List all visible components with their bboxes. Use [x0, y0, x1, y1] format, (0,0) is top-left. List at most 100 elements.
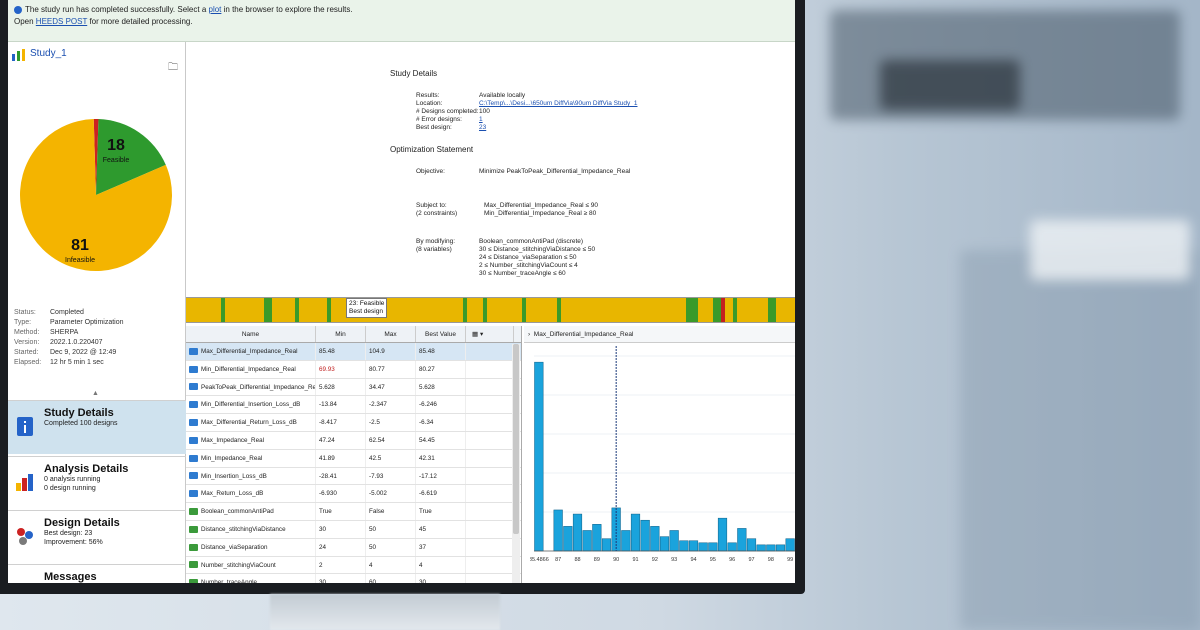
design-cell[interactable]	[240, 298, 245, 322]
design-cell[interactable]	[228, 298, 233, 322]
design-cell[interactable]	[443, 298, 448, 322]
design-cell[interactable]	[564, 298, 569, 322]
design-cell[interactable]	[275, 298, 280, 322]
table-row[interactable]: Boolean_commonAntiPad True False True	[186, 503, 521, 521]
histogram-bar[interactable]	[669, 530, 679, 552]
design-cell[interactable]	[490, 298, 495, 322]
design-cell[interactable]	[455, 298, 460, 322]
design-cell[interactable]	[717, 298, 722, 322]
design-cell[interactable]	[541, 298, 546, 322]
histogram-bar[interactable]	[553, 509, 563, 552]
table-scrollbar[interactable]	[512, 344, 520, 583]
folder-icon[interactable]: 🗀	[168, 62, 178, 73]
design-cell[interactable]	[600, 298, 604, 322]
design-cell[interactable]	[686, 298, 690, 322]
histogram-bar[interactable]	[737, 528, 747, 552]
design-cell[interactable]	[732, 298, 737, 322]
design-cell[interactable]	[705, 298, 710, 322]
histogram-bar[interactable]	[582, 530, 592, 552]
design-cell[interactable]	[654, 298, 659, 322]
design-cell[interactable]	[447, 298, 452, 322]
table-row[interactable]: Min_Differential_Insertion_Loss_dB -13.84…	[186, 396, 521, 415]
design-cell[interactable]	[494, 298, 499, 322]
table-row[interactable]: Number_traceAngle 30 60 30	[186, 574, 521, 583]
histogram-bar[interactable]	[727, 542, 737, 552]
nav-messages[interactable]: Messages	[8, 564, 186, 583]
design-cell[interactable]	[439, 298, 444, 322]
histogram-bar[interactable]	[688, 540, 699, 552]
design-cell[interactable]	[482, 298, 487, 322]
histogram-bar[interactable]	[572, 513, 583, 552]
nav-design-details[interactable]: Design Details Best design: 23 Improveme…	[8, 510, 186, 564]
design-cell[interactable]	[728, 298, 733, 322]
histogram-bar[interactable]	[621, 530, 631, 552]
design-cell[interactable]	[588, 298, 593, 322]
design-cell[interactable]	[764, 298, 769, 322]
design-cell[interactable]	[197, 298, 202, 322]
design-cell[interactable]	[627, 298, 632, 322]
design-cell[interactable]	[510, 298, 515, 322]
design-cell[interactable]	[646, 298, 651, 322]
nav-study-details[interactable]: Study Details Completed 100 designs	[8, 400, 186, 454]
design-cell[interactable]	[791, 298, 795, 322]
design-cell[interactable]	[771, 298, 776, 322]
col-header-name[interactable]: Name	[186, 326, 316, 342]
design-cell[interactable]	[643, 298, 647, 322]
feasible-slice[interactable]	[96, 119, 166, 195]
location-link[interactable]: C:\Temp\...\Desi...\650um DiffVia\90um D…	[479, 100, 638, 107]
table-row[interactable]: PeakToPeak_Differential_Impedance_Real 5.…	[186, 378, 521, 397]
design-cell[interactable]	[424, 298, 429, 322]
design-cell[interactable]	[244, 298, 249, 322]
design-cell[interactable]	[529, 298, 534, 322]
design-cell[interactable]	[619, 298, 624, 322]
design-cell[interactable]	[662, 298, 667, 322]
design-cell[interactable]	[314, 298, 319, 322]
design-cell[interactable]	[611, 298, 616, 322]
design-cell[interactable]	[396, 298, 401, 322]
histogram-bar[interactable]	[766, 544, 776, 552]
design-cell[interactable]	[436, 298, 440, 322]
design-cell[interactable]	[736, 298, 741, 322]
design-cell[interactable]	[334, 298, 339, 322]
design-cell[interactable]	[248, 298, 253, 322]
design-cell[interactable]	[533, 298, 538, 322]
design-cell[interactable]	[264, 298, 269, 322]
design-cell[interactable]	[283, 298, 288, 322]
histogram-bar[interactable]	[659, 536, 670, 552]
histogram-bar[interactable]	[679, 540, 689, 552]
best-design-link[interactable]: 23	[479, 124, 487, 131]
design-cell[interactable]	[756, 298, 761, 322]
design-cell[interactable]	[303, 298, 308, 322]
histogram-chart[interactable]: 85.4866 87 88 89 90 91 92 93 94 95 96 97 98 99	[530, 346, 795, 583]
design-cell[interactable]	[650, 298, 655, 322]
design-cell[interactable]	[326, 298, 331, 322]
design-cell[interactable]	[775, 298, 780, 322]
infeasible-slice[interactable]	[20, 119, 172, 271]
design-cell[interactable]	[623, 298, 628, 322]
design-cell[interactable]	[670, 298, 675, 322]
design-cell[interactable]	[768, 298, 772, 322]
design-cell[interactable]	[779, 298, 784, 322]
design-cell[interactable]	[232, 298, 237, 322]
nav-analysis-details[interactable]: Analysis Details 0 analysis running 0 de…	[8, 456, 186, 510]
design-cell[interactable]	[287, 298, 292, 322]
design-cell[interactable]	[498, 298, 503, 322]
design-cell[interactable]	[291, 298, 296, 322]
design-cell[interactable]	[689, 298, 694, 322]
table-row[interactable]: Max_Return_Loss_dB -6.930 -5.002 -6.619	[186, 485, 521, 504]
design-cell[interactable]	[193, 298, 198, 322]
histogram-bar[interactable]	[775, 544, 786, 552]
design-cell[interactable]	[307, 298, 311, 322]
histogram-bar[interactable]	[601, 538, 612, 552]
design-cell[interactable]	[271, 298, 276, 322]
chevron-right-icon[interactable]: ›	[528, 331, 531, 338]
design-cell[interactable]	[393, 298, 397, 322]
design-cell[interactable]	[615, 298, 620, 322]
design-cell[interactable]	[521, 298, 526, 322]
histogram-bar[interactable]	[698, 542, 708, 552]
design-cell[interactable]	[697, 298, 702, 322]
design-cell[interactable]	[584, 298, 589, 322]
histogram-bar[interactable]	[534, 361, 544, 552]
design-cell[interactable]	[635, 298, 640, 322]
design-cell[interactable]	[217, 298, 222, 322]
